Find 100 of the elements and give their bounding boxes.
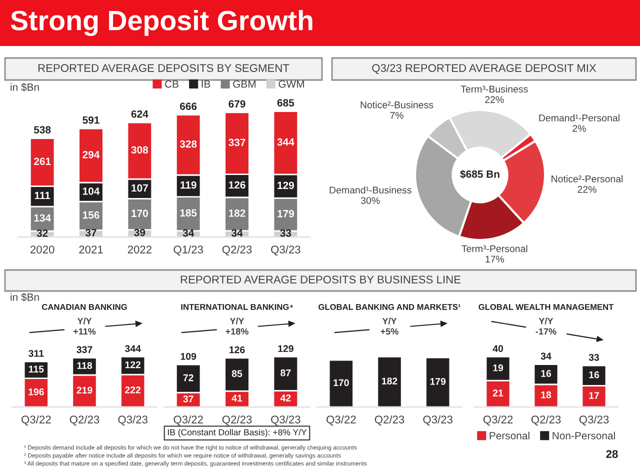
data-label: 18 — [541, 391, 552, 398]
legend-label: Non-Personal — [552, 432, 615, 440]
data-label: 104 — [82, 187, 100, 195]
text: Y/Y +18% — [226, 318, 248, 335]
x-tick-label: Q3/23 — [423, 415, 452, 426]
data-label: 32 — [36, 229, 48, 237]
data-label: 33 — [280, 229, 292, 237]
data-label: 17 — [589, 392, 599, 399]
slice-label: Term³-Business — [460, 85, 528, 93]
data-label: 22% — [578, 186, 596, 193]
total-label: 126 — [230, 346, 245, 354]
data-label: 41 — [232, 394, 242, 402]
slice-label: Notice²-Personal — [552, 175, 623, 182]
x-tick-label: Q2/23 — [374, 415, 404, 426]
data-label: 219 — [76, 386, 92, 394]
x-tick-label: Q1/23 — [174, 245, 203, 256]
data-label: 328 — [180, 140, 197, 148]
total-label: 129 — [278, 345, 294, 352]
data-label: 16 — [541, 370, 552, 377]
data-label: 261 — [34, 158, 51, 166]
text: Y/Y +11% — [73, 318, 96, 335]
legend-label: CB — [165, 80, 178, 88]
chart-title: GLOBAL BANKING AND MARKETS¹ — [318, 304, 461, 310]
chart-title: Q3/23 REPORTED AVERAGE DEPOSIT MIX — [372, 64, 596, 74]
data-label: 182 — [228, 209, 246, 217]
data-label: 337 — [228, 138, 246, 146]
x-tick-label: Q3/22 — [174, 415, 203, 426]
total-label: 685 — [277, 99, 294, 106]
data-label: 39 — [134, 228, 146, 236]
data-label: 72 — [183, 374, 194, 382]
data-label: 37 — [183, 396, 194, 402]
total-label: 109 — [180, 352, 196, 360]
data-label: 126 — [228, 181, 246, 189]
legend-label: IB — [202, 80, 210, 88]
data-label: 87 — [280, 369, 291, 376]
data-label: 308 — [131, 146, 148, 154]
data-label: 170 — [132, 210, 148, 218]
x-tick-label: Q3/22 — [22, 415, 51, 426]
data-label: 122 — [125, 361, 141, 368]
data-label: 115 — [28, 366, 44, 373]
x-tick-label: Q2/23 — [222, 415, 252, 426]
chart-title: GLOBAL WEALTH MANAGEMENT — [478, 304, 614, 310]
data-label: 37 — [85, 229, 96, 236]
data-label: 7% — [390, 112, 404, 119]
x-tick-label: 2021 — [79, 246, 103, 254]
data-label: 42 — [280, 394, 291, 402]
x-tick-label: Q3/23 — [118, 415, 148, 426]
total-label: 337 — [76, 346, 92, 354]
data-label: 107 — [132, 184, 148, 192]
total-label: 344 — [124, 345, 141, 352]
x-tick-label: Q2/23 — [70, 415, 100, 426]
data-label: 22% — [485, 96, 504, 103]
text: REPORTED AVERAGE DEPOSITS BY BUSINESS LINE — [180, 276, 461, 284]
data-label: 294 — [82, 150, 100, 158]
chart-title: REPORTED AVERAGE DEPOSITS BY SEGMENT — [38, 64, 290, 72]
data-label: 156 — [82, 211, 100, 219]
text: Y/Y +5% — [380, 318, 398, 335]
total-label: 591 — [82, 116, 100, 124]
data-label: 19 — [493, 364, 504, 372]
text: IB (Constant Dollar Basis): +8% Y/Y — [168, 428, 307, 438]
data-label: 34 — [182, 229, 194, 237]
slice-label: Term³-Personal — [462, 244, 528, 252]
data-label: 34 — [231, 229, 243, 237]
text: 28 — [606, 450, 618, 458]
data-label: 118 — [77, 362, 92, 369]
total-label: 679 — [228, 100, 246, 108]
legend-label: Personal — [490, 432, 530, 440]
x-tick-label: Q3/23 — [579, 415, 609, 426]
x-tick-label: Q3/22 — [483, 415, 513, 426]
total-label: 33 — [588, 354, 600, 361]
data-label: 196 — [28, 388, 44, 396]
data-label: 111 — [34, 192, 50, 200]
slice-label: Demand¹-Business — [330, 186, 412, 194]
total-label: 624 — [131, 110, 148, 118]
total-label: 311 — [28, 350, 44, 357]
data-label: 85 — [232, 370, 242, 378]
data-label: 179 — [430, 378, 446, 385]
data-label: 21 — [492, 390, 504, 396]
total-label: 666 — [180, 102, 197, 110]
x-tick-label: Q3/23 — [271, 245, 300, 256]
data-label: 30% — [361, 197, 380, 204]
data-label: 119 — [180, 181, 196, 189]
x-tick-label: Q2/23 — [531, 415, 561, 426]
x-tick-label: 2022 — [128, 246, 152, 254]
text: $685 Bn — [460, 170, 500, 178]
total-label: 40 — [492, 345, 504, 352]
data-label: 179 — [278, 210, 294, 218]
x-tick-label: Q2/23 — [222, 245, 252, 256]
x-tick-label: Q3/23 — [271, 415, 300, 426]
data-label: 344 — [277, 138, 294, 146]
total-label: 34 — [540, 352, 552, 360]
data-label: 2% — [572, 124, 586, 132]
slice-label: Demand¹-Personal — [539, 114, 620, 122]
data-label: 182 — [382, 378, 398, 384]
total-label: 538 — [34, 126, 51, 134]
text: Y/Y -17% — [536, 318, 556, 335]
data-label: 134 — [34, 214, 51, 222]
data-label: 222 — [125, 386, 141, 394]
data-label: 129 — [278, 182, 294, 190]
legend-label: GWM — [278, 80, 304, 88]
